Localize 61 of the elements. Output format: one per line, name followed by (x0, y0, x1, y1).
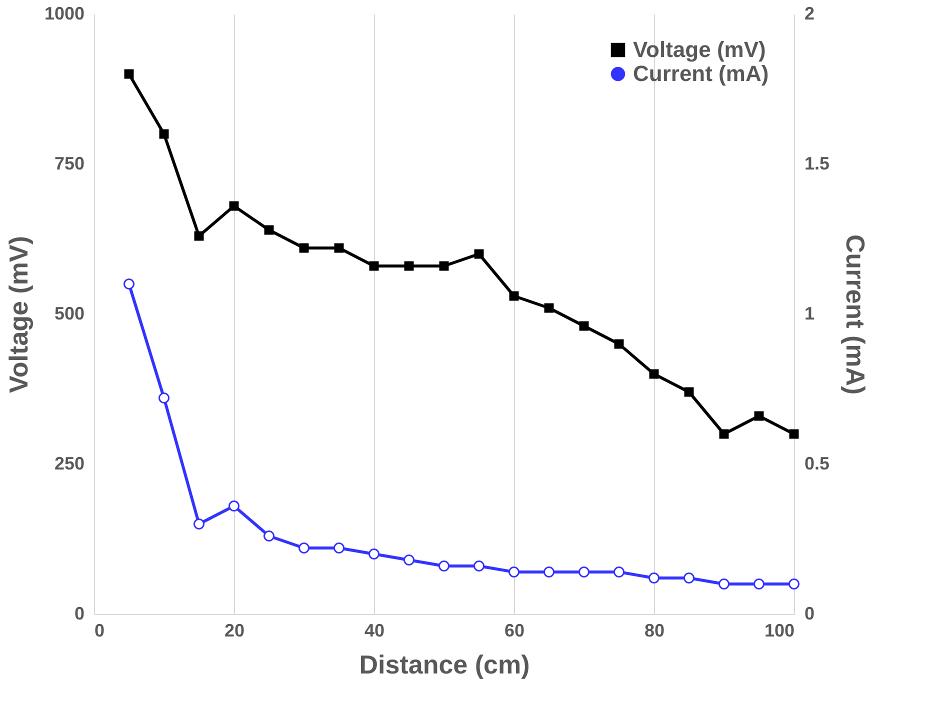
x-axis-title: Distance (cm) (359, 650, 530, 680)
point (684, 572, 694, 584)
point (228, 500, 240, 512)
point (648, 572, 660, 584)
y2-tick-label: 1.5 (804, 154, 830, 174)
x-tick-label: 20 (224, 620, 245, 640)
point (158, 392, 170, 404)
y-tick-label: 250 (54, 454, 84, 474)
point (754, 411, 764, 421)
point (264, 225, 274, 235)
point (124, 278, 134, 290)
point (299, 243, 309, 253)
point (718, 578, 730, 590)
point (159, 129, 169, 139)
legend-label: Voltage (mV) (633, 37, 766, 62)
point (369, 261, 379, 271)
point (544, 566, 554, 578)
y-axis-title: Voltage (mV) (3, 236, 34, 393)
y-tick-label: 500 (54, 304, 84, 324)
y2-tick-label: 1 (804, 304, 815, 324)
point (404, 554, 414, 566)
point (614, 339, 624, 349)
point (368, 548, 380, 560)
point (474, 560, 484, 572)
point (684, 387, 694, 397)
point (404, 261, 414, 271)
y2-tick-label: 0.5 (804, 454, 830, 474)
point (298, 542, 310, 554)
point (194, 231, 204, 241)
y-tick-label: 1000 (44, 4, 84, 24)
point (754, 578, 764, 590)
y2-tick-label: 0 (804, 604, 815, 624)
x-tick-label: 0 (94, 620, 105, 640)
point (789, 429, 799, 439)
point (474, 249, 484, 259)
legend-label: Current (mA) (633, 61, 769, 86)
point (544, 303, 554, 313)
y2-axis-title: Current (mA) (840, 234, 871, 395)
y-tick-label: 0 (74, 604, 84, 624)
point (264, 530, 274, 542)
point (788, 578, 800, 590)
x-tick-label: 100 (764, 620, 794, 640)
point (334, 243, 344, 253)
point (439, 261, 449, 271)
point (194, 518, 204, 530)
point (334, 542, 344, 554)
point (649, 369, 659, 379)
y-tick-label: 750 (54, 154, 84, 174)
point (578, 566, 590, 578)
point (438, 560, 450, 572)
x-tick-label: 80 (644, 620, 665, 640)
point (579, 321, 589, 331)
point (229, 201, 239, 211)
point (614, 566, 624, 578)
x-tick-label: 40 (364, 620, 385, 640)
point (508, 566, 520, 578)
point (719, 429, 729, 439)
point (124, 69, 134, 79)
x-tick-label: 60 (504, 620, 525, 640)
point (509, 291, 519, 301)
y2-tick-label: 2 (804, 4, 815, 24)
